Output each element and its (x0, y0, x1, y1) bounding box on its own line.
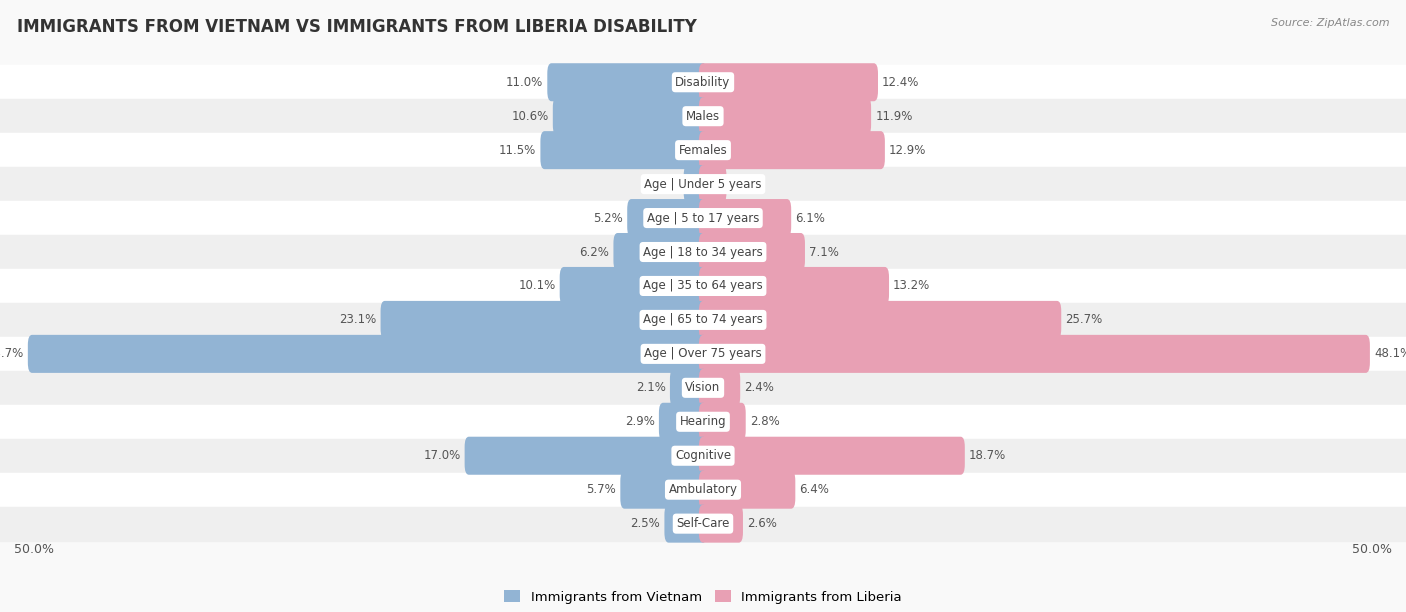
FancyBboxPatch shape (699, 131, 884, 169)
FancyBboxPatch shape (28, 335, 707, 373)
Text: 48.1%: 48.1% (1374, 348, 1406, 360)
Bar (0, 269, 1406, 303)
FancyBboxPatch shape (613, 233, 707, 271)
FancyBboxPatch shape (659, 403, 707, 441)
Text: Age | Under 5 years: Age | Under 5 years (644, 177, 762, 190)
Text: 12.9%: 12.9% (889, 144, 927, 157)
Text: 50.0%: 50.0% (14, 543, 53, 556)
Text: Age | Over 75 years: Age | Over 75 years (644, 348, 762, 360)
Text: Age | 18 to 34 years: Age | 18 to 34 years (643, 245, 763, 258)
Text: 10.1%: 10.1% (519, 280, 555, 293)
Text: 17.0%: 17.0% (423, 449, 461, 462)
Text: 2.4%: 2.4% (744, 381, 775, 394)
Bar (0, 303, 1406, 337)
FancyBboxPatch shape (699, 335, 1369, 373)
FancyBboxPatch shape (665, 505, 707, 543)
Text: 2.9%: 2.9% (624, 416, 655, 428)
Bar (0, 167, 1406, 201)
FancyBboxPatch shape (547, 63, 707, 101)
Text: Disability: Disability (675, 76, 731, 89)
FancyBboxPatch shape (699, 63, 877, 101)
Text: 5.7%: 5.7% (586, 483, 616, 496)
Bar (0, 65, 1406, 99)
Text: 6.4%: 6.4% (800, 483, 830, 496)
Bar (0, 337, 1406, 371)
Text: IMMIGRANTS FROM VIETNAM VS IMMIGRANTS FROM LIBERIA DISABILITY: IMMIGRANTS FROM VIETNAM VS IMMIGRANTS FR… (17, 18, 697, 36)
FancyBboxPatch shape (699, 437, 965, 475)
Text: 7.1%: 7.1% (808, 245, 839, 258)
Text: Females: Females (679, 144, 727, 157)
Text: 13.2%: 13.2% (893, 280, 931, 293)
FancyBboxPatch shape (699, 199, 792, 237)
Text: 6.1%: 6.1% (796, 212, 825, 225)
Text: 11.5%: 11.5% (499, 144, 536, 157)
FancyBboxPatch shape (620, 471, 707, 509)
Text: 50.0%: 50.0% (1353, 543, 1392, 556)
FancyBboxPatch shape (699, 97, 872, 135)
FancyBboxPatch shape (464, 437, 707, 475)
Text: Vision: Vision (685, 381, 721, 394)
Bar (0, 507, 1406, 540)
Bar (0, 133, 1406, 167)
Text: 2.5%: 2.5% (630, 517, 661, 530)
Text: 12.4%: 12.4% (882, 76, 920, 89)
Text: 6.2%: 6.2% (579, 245, 609, 258)
Text: Source: ZipAtlas.com: Source: ZipAtlas.com (1271, 18, 1389, 28)
Text: 18.7%: 18.7% (969, 449, 1007, 462)
Text: Age | 5 to 17 years: Age | 5 to 17 years (647, 212, 759, 225)
FancyBboxPatch shape (699, 165, 727, 203)
Text: Ambulatory: Ambulatory (668, 483, 738, 496)
Text: 1.4%: 1.4% (731, 177, 761, 190)
FancyBboxPatch shape (560, 267, 707, 305)
FancyBboxPatch shape (553, 97, 707, 135)
FancyBboxPatch shape (699, 301, 1062, 339)
FancyBboxPatch shape (699, 471, 796, 509)
Text: Age | 35 to 64 years: Age | 35 to 64 years (643, 280, 763, 293)
FancyBboxPatch shape (627, 199, 707, 237)
Text: Age | 65 to 74 years: Age | 65 to 74 years (643, 313, 763, 326)
Bar (0, 405, 1406, 439)
Bar (0, 235, 1406, 269)
Text: 48.7%: 48.7% (0, 348, 24, 360)
Legend: Immigrants from Vietnam, Immigrants from Liberia: Immigrants from Vietnam, Immigrants from… (505, 590, 901, 603)
FancyBboxPatch shape (699, 233, 806, 271)
Text: 2.1%: 2.1% (636, 381, 666, 394)
Text: 23.1%: 23.1% (339, 313, 377, 326)
FancyBboxPatch shape (683, 165, 707, 203)
Text: 25.7%: 25.7% (1066, 313, 1102, 326)
Bar (0, 201, 1406, 235)
FancyBboxPatch shape (540, 131, 707, 169)
Bar (0, 371, 1406, 405)
FancyBboxPatch shape (699, 369, 740, 407)
Text: 1.1%: 1.1% (650, 177, 679, 190)
FancyBboxPatch shape (699, 403, 745, 441)
Bar (0, 99, 1406, 133)
Text: 10.6%: 10.6% (512, 110, 548, 122)
Text: Males: Males (686, 110, 720, 122)
Bar (0, 472, 1406, 507)
Text: 11.9%: 11.9% (875, 110, 912, 122)
Text: 2.8%: 2.8% (749, 416, 779, 428)
Bar (0, 439, 1406, 472)
Text: 2.6%: 2.6% (747, 517, 778, 530)
Text: Self-Care: Self-Care (676, 517, 730, 530)
FancyBboxPatch shape (381, 301, 707, 339)
FancyBboxPatch shape (699, 267, 889, 305)
FancyBboxPatch shape (699, 505, 742, 543)
Text: Cognitive: Cognitive (675, 449, 731, 462)
FancyBboxPatch shape (669, 369, 707, 407)
Text: 5.2%: 5.2% (593, 212, 623, 225)
Text: Hearing: Hearing (679, 416, 727, 428)
Text: 11.0%: 11.0% (506, 76, 543, 89)
